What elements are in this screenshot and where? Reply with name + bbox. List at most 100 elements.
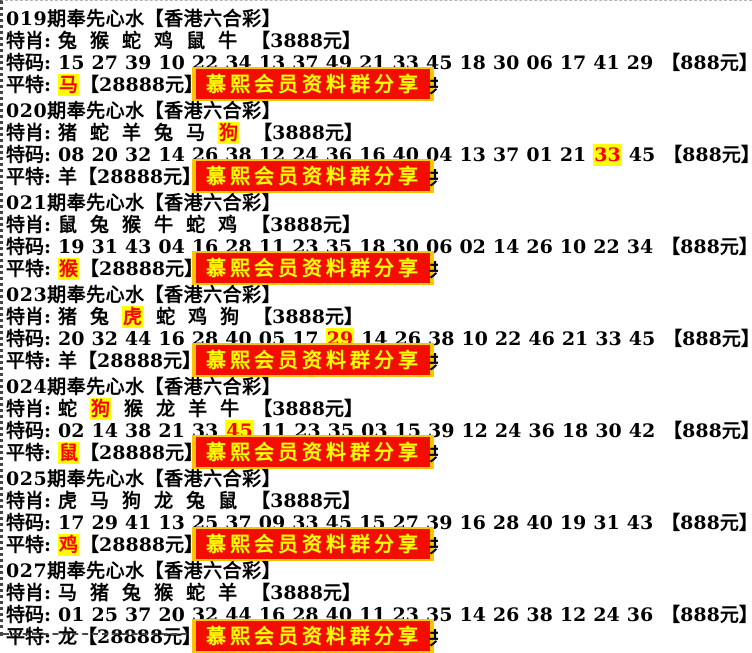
zodiac-value: 兔: [58, 30, 78, 52]
number-value: 14: [158, 144, 185, 166]
flat-zodiac-value: 鸡: [58, 534, 80, 556]
number-value: 45: [628, 144, 656, 166]
zodiac-value: 羊: [188, 398, 208, 420]
flat-label: 平特:: [6, 350, 52, 372]
zodiac-value: 蛇: [122, 30, 142, 52]
number-value: 39: [428, 420, 455, 442]
flat-price: 【28888元】: [80, 534, 204, 556]
number-value: 38: [526, 604, 553, 626]
zodiac-row: 特肖: 鼠兔猴牛蛇鸡【3888元】: [6, 214, 752, 236]
covered-text-fragment: 共: [429, 169, 438, 187]
zodiac-value: 鼠: [186, 30, 206, 52]
number-value: 41: [124, 512, 152, 534]
number-price: 【888元】: [661, 604, 752, 626]
number-value: 26: [492, 604, 520, 626]
number-value: 15: [58, 52, 85, 74]
zodiac-label: 特肖:: [6, 306, 52, 328]
number-value: 38: [428, 328, 455, 350]
member-group-banner[interactable]: 慕熙会员资料群分享: [192, 619, 434, 653]
zodiac-value: 兔: [186, 490, 206, 512]
member-group-banner[interactable]: 慕熙会员资料群分享: [192, 527, 434, 561]
number-price: 【888元】: [663, 328, 752, 350]
zodiac-value: 鸡: [218, 214, 238, 236]
zodiac-value: 兔: [90, 214, 110, 236]
flat-price: 【28888元】: [80, 442, 204, 464]
member-group-banner[interactable]: 慕熙会员资料群分享: [192, 251, 434, 285]
number-value: 14: [492, 236, 520, 258]
number-value: 10: [158, 52, 185, 74]
zodiac-value: 牛: [218, 30, 238, 52]
number-value: 37: [124, 604, 152, 626]
number-value: 32: [124, 144, 152, 166]
flat-price: 【28888元】: [78, 626, 202, 648]
lottery-block: 023期奉先心水【香港六合彩】 特肖: 猪兔虎蛇鸡狗【3888元】 特码: 20 32 44…: [6, 284, 752, 377]
zodiac-price: 【3888元】: [253, 306, 363, 328]
zodiac-value: 狗: [218, 122, 240, 144]
zodiac-label: 特肖:: [6, 490, 52, 512]
zodiac-label: 特肖:: [6, 398, 52, 420]
number-value: 39: [124, 52, 152, 74]
zodiac-value: 鸡: [188, 306, 208, 328]
lottery-block: 025期奉先心水【香港六合彩】 特肖: 虎马狗龙兔鼠【3888元】 特码: 17 29 41…: [6, 468, 752, 561]
number-value: 12: [461, 420, 488, 442]
zodiac-label: 特肖:: [6, 582, 52, 604]
lottery-block: 024期奉先心水【香港六合彩】 特肖: 蛇狗猴龙羊牛【3888元】 特码: 02 14 38…: [6, 376, 752, 469]
number-value: 26: [526, 236, 553, 258]
number-value: 21: [561, 328, 589, 350]
number-value: 17: [559, 52, 587, 74]
number-value: 34: [626, 236, 654, 258]
zodiac-value: 猴: [90, 30, 110, 52]
number-value: 32: [91, 328, 118, 350]
number-value: 33: [593, 144, 622, 166]
zodiac-label: 特肖:: [6, 30, 52, 52]
member-group-banner[interactable]: 慕熙会员资料群分享: [192, 435, 434, 469]
flat-zodiac-value: 羊: [58, 350, 78, 372]
number-value: 37: [492, 144, 520, 166]
number-value: 46: [528, 328, 555, 350]
zodiac-value: 狗: [122, 490, 142, 512]
number-value: 06: [526, 52, 553, 74]
flat-row: 平特:羊【28888元】加慕熙会员资料群分享共: [6, 159, 752, 193]
flat-row: 平特:鸡【28888元】加慕熙会员资料群分享共: [6, 527, 752, 561]
lottery-block: 020期奉先心水【香港六合彩】 特肖: 猪蛇羊兔马狗【3888元】 特码: 08 20 32…: [6, 100, 752, 193]
member-group-banner[interactable]: 慕熙会员资料群分享: [192, 159, 434, 193]
zodiac-value: 羊: [122, 122, 142, 144]
flat-row: 平特:猴【28888元】加慕熙会员资料群分享共: [6, 251, 752, 285]
zodiac-value: 猪: [90, 582, 110, 604]
zodiac-value: 鼠: [218, 490, 238, 512]
number-value: 19: [58, 236, 85, 258]
number-label: 特码:: [6, 420, 52, 442]
number-value: 36: [626, 604, 654, 626]
number-price: 【888元】: [661, 236, 752, 258]
number-value: 44: [124, 328, 152, 350]
flat-label: 平特:: [6, 166, 52, 188]
flat-label: 平特:: [6, 74, 52, 96]
zodiac-row: 特肖: 蛇狗猴龙羊牛【3888元】: [6, 398, 752, 420]
number-value: 42: [628, 420, 656, 442]
lottery-block: 021期奉先心水【香港六合彩】 特肖: 鼠兔猴牛蛇鸡【3888元】 特码: 19 31 43…: [6, 192, 752, 285]
zodiac-price: 【3888元】: [251, 214, 361, 236]
lottery-block: 027期奉先心水【香港六合彩】 特肖: 马猪兔猴蛇羊【3888元】 特码: 01 25 37…: [6, 560, 752, 653]
number-value: 30: [595, 420, 622, 442]
number-value: 17: [58, 512, 85, 534]
covered-text-fragment: 共: [429, 629, 438, 647]
zodiac-price: 【3888元】: [253, 122, 363, 144]
member-group-banner[interactable]: 慕熙会员资料群分享: [192, 67, 434, 101]
block-title: 021期奉先心水【香港六合彩】: [6, 192, 282, 214]
block-title: 023期奉先心水【香港六合彩】: [6, 284, 282, 306]
number-value: 22: [494, 328, 522, 350]
zodiac-value: 蛇: [186, 214, 206, 236]
member-group-banner[interactable]: 慕熙会员资料群分享: [192, 343, 434, 377]
zodiac-row: 特肖: 马猪兔猴蛇羊【3888元】: [6, 582, 752, 604]
zodiac-value: 兔: [122, 582, 142, 604]
number-value: 30: [492, 52, 520, 74]
zodiac-value: 猴: [124, 398, 144, 420]
zodiac-value: 狗: [220, 306, 240, 328]
flat-zodiac-value: 马: [58, 74, 80, 96]
number-value: 21: [158, 420, 185, 442]
number-price: 【888元】: [661, 52, 752, 74]
zodiac-value: 龙: [156, 398, 176, 420]
number-value: 24: [593, 604, 620, 626]
number-value: 36: [528, 420, 555, 442]
